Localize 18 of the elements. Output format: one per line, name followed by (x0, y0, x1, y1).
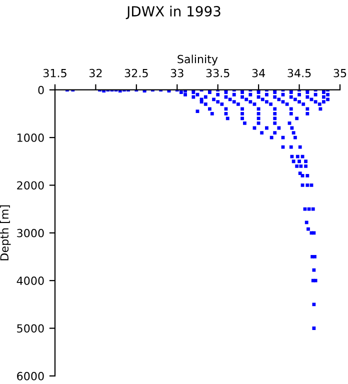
x-tick-label: 34 (252, 68, 266, 78)
x-tick-label: 32.5 (124, 68, 148, 78)
y-tick-label: 0 (38, 86, 44, 94)
y-tick-label: 5000 (17, 324, 44, 333)
x-tick-label: 33.5 (206, 68, 230, 78)
x-tick-label: 33 (170, 68, 184, 78)
y-tick-label: 6000 (17, 372, 44, 380)
y-tick-label: 4000 (16, 276, 44, 285)
x-tick-label: 31.5 (43, 68, 66, 78)
chart-title: JDWX in 1993 (126, 6, 220, 20)
x-tick-label: 35 (334, 68, 346, 78)
y-tick-label: 2000 (17, 181, 44, 190)
y-tick-label: 3000 (17, 228, 44, 238)
x-tick-label: 34.5 (288, 68, 311, 78)
y-tick-label: 1000 (18, 134, 44, 142)
x-tick-label: 32 (89, 68, 102, 78)
x-axis-title: Salinity (178, 54, 218, 66)
y-axis-title: Depth [m] (0, 205, 11, 260)
